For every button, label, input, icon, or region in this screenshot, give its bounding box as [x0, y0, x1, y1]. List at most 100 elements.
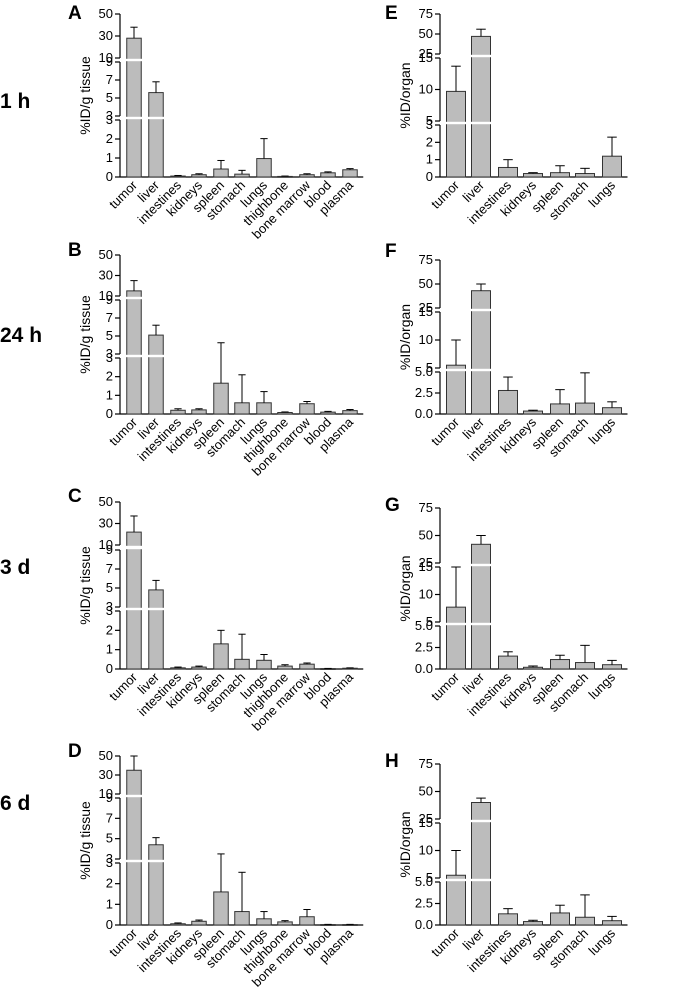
row-label-24h: 24 h	[0, 324, 42, 347]
panel-label-B: B	[68, 240, 82, 261]
axis-break-gap	[147, 116, 165, 120]
y-tick-label: 5	[426, 113, 433, 128]
row-label-6d: 6 d	[0, 792, 30, 815]
y-tick-label: 2	[106, 622, 113, 637]
axis-break-gap	[125, 116, 143, 120]
bar-liver	[471, 543, 491, 670]
y-tick-label: 5	[426, 614, 433, 629]
bar-spleen	[550, 172, 570, 178]
bar-liver	[148, 844, 164, 926]
y-tick-label: 5	[426, 870, 433, 885]
bar-kidneys	[191, 409, 207, 415]
bar-stomach	[575, 173, 595, 178]
bar-lungs	[256, 402, 272, 415]
bar-bone-marrow	[299, 916, 315, 926]
bar-kidneys	[191, 920, 207, 926]
y-tick-label: 50	[419, 784, 433, 799]
axis-break-gap	[470, 121, 492, 125]
bar-liver	[148, 92, 164, 178]
bar-stomach	[234, 402, 250, 415]
y-tick-label: 2.5	[415, 896, 433, 911]
y-tick-label: 0	[106, 169, 113, 184]
y-tick-label: 75	[419, 252, 433, 267]
y-tick-label: 5	[426, 360, 433, 375]
x-tick-label: tumor	[428, 925, 463, 960]
bar-plasma	[342, 169, 358, 178]
bar-intestines	[170, 175, 186, 178]
y-tick-label: 10	[99, 288, 113, 303]
y-tick-label: 1	[106, 150, 113, 165]
bar-intestines	[498, 913, 518, 926]
panel-label-H: H	[385, 751, 399, 772]
axis-break-gap	[470, 563, 492, 567]
y-tick-label: 5.0	[415, 874, 433, 889]
bar-tumor	[126, 531, 142, 670]
bar-thighbone	[277, 412, 293, 415]
y-tick-label: 3	[106, 108, 113, 123]
x-tick-label: tumor	[428, 414, 463, 449]
bar-spleen	[213, 382, 229, 415]
y-tick-label: 5	[106, 580, 113, 595]
bar-stomach	[575, 402, 595, 415]
y-tick-label: 3	[106, 112, 113, 127]
y-tick-label: 30	[99, 516, 113, 531]
axis-break-gap	[470, 308, 492, 312]
axis-break-gap	[470, 368, 492, 372]
y-tick-label: 10	[419, 843, 433, 858]
axis-break-gap	[125, 296, 143, 300]
y-tick-label: 2.5	[415, 385, 433, 400]
bar-lungs	[256, 659, 272, 670]
y-tick-label: 0.0	[415, 661, 433, 676]
y-tick-label: 0.0	[415, 406, 433, 421]
axis-break-gap	[125, 58, 143, 62]
row-label-1h: 1 h	[0, 90, 30, 113]
bar-intestines	[498, 389, 518, 415]
bar-intestines	[170, 667, 186, 670]
bar-stomach	[234, 911, 250, 926]
y-axis-label: %ID/organ	[397, 304, 413, 370]
y-tick-label: 5	[106, 328, 113, 343]
axis-break-gap	[125, 545, 143, 550]
y-tick-label: 50	[419, 276, 433, 291]
bar-tumor	[446, 606, 466, 670]
x-tick-label: tumor	[428, 177, 463, 212]
y-tick-label: 10	[419, 587, 433, 602]
axis-break-gap	[445, 121, 467, 125]
axis-break-gap	[147, 607, 165, 611]
axis-break-gap	[445, 368, 467, 372]
y-axis-label: %ID/g tissue	[77, 546, 93, 625]
bar-lungs	[256, 158, 272, 178]
y-tick-label: 1	[106, 642, 113, 657]
bar-intestines	[498, 166, 518, 178]
bar-kidneys	[523, 921, 543, 926]
bar-thighbone	[277, 921, 293, 926]
y-tick-label: 5	[106, 90, 113, 105]
y-tick-label: 3	[106, 603, 113, 618]
axis-break-gap	[125, 354, 143, 358]
y-tick-label: 25	[419, 811, 433, 826]
y-axis-label: %ID/g tissue	[77, 56, 93, 135]
y-tick-label: 2.5	[415, 640, 433, 655]
y-axis-label: %ID/organ	[397, 555, 413, 621]
panel-label-C: C	[68, 486, 82, 507]
y-tick-label: 0	[106, 661, 113, 676]
y-tick-label: 3	[106, 346, 113, 361]
y-tick-label: 25	[419, 46, 433, 61]
y-tick-label: 5.0	[415, 364, 433, 379]
bar-bone-marrow	[299, 174, 315, 178]
bar-stomach	[575, 662, 595, 670]
axis-break-gap	[470, 878, 492, 882]
x-tick-label: tumor	[428, 669, 463, 704]
y-tick-label: 50	[99, 494, 113, 509]
axis-break-gap	[125, 607, 143, 611]
y-tick-label: 10	[99, 537, 113, 552]
bar-plasma	[342, 667, 358, 670]
y-tick-label: 5.0	[415, 618, 433, 633]
y-tick-label: 0	[426, 169, 433, 184]
x-tick-label: lungs	[586, 669, 619, 702]
y-tick-label: 10	[419, 332, 433, 347]
axis-break-gap	[470, 54, 492, 58]
panel-label-G: G	[385, 495, 400, 516]
y-tick-label: 30	[99, 28, 113, 43]
bar-intestines	[170, 923, 186, 926]
